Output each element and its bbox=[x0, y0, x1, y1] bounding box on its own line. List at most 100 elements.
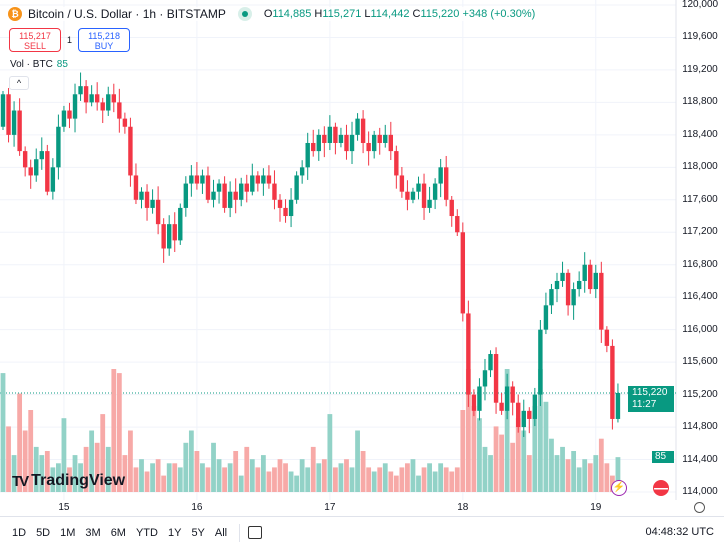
volume-bar bbox=[321, 459, 327, 492]
candle-body bbox=[72, 94, 78, 119]
candle-body bbox=[111, 94, 116, 103]
candle-body bbox=[205, 175, 211, 200]
volume-bar bbox=[305, 467, 311, 492]
tradingview-logo[interactable]: TV TradingView bbox=[12, 472, 126, 490]
volume-bar bbox=[72, 455, 78, 492]
price-tick: 114,800 bbox=[682, 421, 718, 433]
candle-body bbox=[371, 134, 377, 152]
volume-bar bbox=[288, 471, 294, 492]
candle-body bbox=[549, 289, 554, 306]
clock[interactable]: 04:48:32 UTC bbox=[645, 526, 714, 538]
volume-bar bbox=[183, 442, 189, 492]
volume-bar bbox=[216, 459, 222, 492]
candle-body bbox=[222, 183, 227, 208]
range-button-1d[interactable]: 1D bbox=[12, 526, 27, 539]
candle-body bbox=[67, 110, 72, 119]
bitcoin-icon: ₿ bbox=[8, 7, 22, 21]
trade-buttons: 115,217 SELL 1 115,218 BUY bbox=[9, 28, 131, 52]
lightning-event-icon[interactable]: ⚡ bbox=[611, 480, 627, 496]
go-to-date-icon[interactable] bbox=[248, 526, 263, 539]
candle-body bbox=[272, 183, 277, 200]
candle-body bbox=[233, 191, 238, 200]
candle-body bbox=[366, 142, 371, 152]
candle-body bbox=[488, 354, 493, 371]
volume-bar bbox=[421, 467, 427, 492]
candle-body bbox=[261, 175, 266, 184]
volume-bar bbox=[122, 455, 128, 492]
candle-body bbox=[266, 175, 272, 184]
range-button-ytd[interactable]: YTD bbox=[135, 526, 158, 539]
symbol-title[interactable]: Bitcoin / U.S. Dollar · 1h · BITSTAMP bbox=[28, 7, 226, 21]
candle-body bbox=[521, 410, 526, 428]
candle-body bbox=[388, 134, 393, 152]
sell-button[interactable]: 115,217 SELL bbox=[9, 28, 61, 52]
volume-bar bbox=[410, 459, 416, 492]
candle-body bbox=[128, 126, 133, 176]
volume-bar bbox=[477, 418, 482, 492]
us-flag-event-icon[interactable] bbox=[653, 480, 669, 496]
range-button-5d[interactable]: 5D bbox=[36, 526, 51, 539]
candle-body bbox=[421, 183, 427, 208]
volume-bar bbox=[565, 459, 571, 492]
range-button-3m[interactable]: 3M bbox=[85, 526, 101, 539]
candle-body bbox=[45, 151, 50, 192]
candle-body bbox=[438, 167, 443, 184]
candle-body bbox=[133, 175, 139, 200]
range-button-1y[interactable]: 1Y bbox=[167, 526, 182, 539]
volume-bar bbox=[150, 463, 155, 492]
market-status-icon[interactable] bbox=[237, 7, 252, 21]
volume-bar bbox=[416, 475, 421, 492]
range-button-1m[interactable]: 1M bbox=[60, 526, 76, 539]
volume-bar bbox=[344, 459, 349, 492]
candle-body bbox=[604, 329, 610, 346]
volume-bar bbox=[515, 418, 521, 492]
volume-bar bbox=[6, 426, 11, 492]
settings-icon[interactable] bbox=[694, 502, 705, 513]
candle-body bbox=[288, 199, 294, 217]
candle-body bbox=[194, 175, 200, 184]
candle-body bbox=[444, 167, 449, 200]
volume-bar bbox=[56, 463, 61, 492]
volume-bar bbox=[560, 446, 565, 492]
volume-bar bbox=[238, 475, 244, 492]
volume-bar bbox=[377, 467, 383, 492]
volume-bar bbox=[554, 455, 560, 492]
candle-body bbox=[504, 386, 510, 411]
buy-button[interactable]: 115,218 BUY bbox=[78, 28, 131, 52]
price-chart[interactable] bbox=[0, 0, 724, 500]
volume-bar bbox=[255, 467, 261, 492]
volume-bar bbox=[22, 430, 28, 492]
volume-bar bbox=[598, 438, 604, 492]
candle-body bbox=[305, 142, 310, 168]
volume-bar bbox=[299, 459, 305, 492]
price-tick: 115,200 bbox=[682, 388, 718, 400]
candle-body bbox=[61, 110, 67, 127]
range-button-all[interactable]: All bbox=[214, 526, 228, 539]
volume-bar bbox=[393, 475, 399, 492]
candle-body bbox=[117, 102, 122, 119]
candle-body bbox=[0, 94, 6, 127]
candle-body bbox=[427, 199, 432, 208]
candle-body bbox=[155, 199, 161, 225]
volume-bar bbox=[488, 455, 493, 492]
volume-bar bbox=[543, 401, 549, 492]
candle-body bbox=[510, 386, 515, 403]
range-button-5y[interactable]: 5Y bbox=[191, 526, 205, 539]
range-button-6m[interactable]: 6M bbox=[110, 526, 126, 539]
candle-body bbox=[106, 94, 111, 111]
candle-body bbox=[56, 126, 61, 168]
candle-body bbox=[34, 159, 39, 176]
candle-body bbox=[122, 118, 128, 127]
volume-bar bbox=[211, 442, 216, 492]
volume-bar bbox=[177, 467, 183, 492]
volume-bar bbox=[532, 405, 538, 492]
volume-bar bbox=[155, 459, 161, 492]
volume-bar bbox=[83, 446, 89, 492]
candle-body bbox=[599, 272, 604, 330]
volume-bar bbox=[44, 451, 50, 492]
candle-body bbox=[100, 102, 105, 111]
volume-bar bbox=[61, 418, 67, 492]
volume-bar bbox=[493, 426, 499, 492]
volume-bar bbox=[615, 457, 621, 492]
collapse-legend-button[interactable]: ^ bbox=[9, 76, 29, 90]
